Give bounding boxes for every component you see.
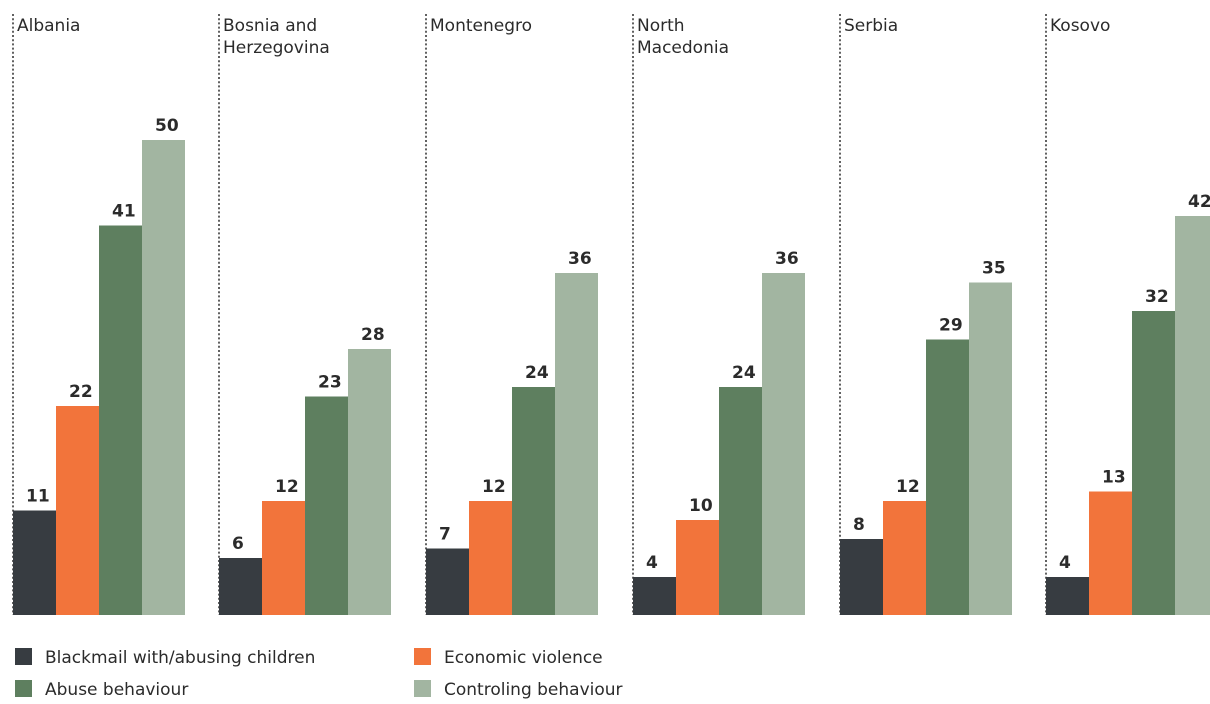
bar — [926, 339, 969, 615]
group-label-line: Montenegro — [430, 16, 532, 36]
data-label: 6 — [232, 534, 244, 554]
bar — [1089, 491, 1132, 615]
legend-label: Abuse behaviour — [45, 680, 188, 700]
bar — [219, 558, 262, 615]
group-label-line: Herzegovina — [223, 38, 330, 58]
bar — [262, 501, 305, 615]
data-label: 13 — [1102, 468, 1126, 488]
group-label: Serbia — [844, 16, 898, 36]
data-label: 11 — [26, 487, 50, 507]
data-label: 12 — [275, 477, 299, 497]
data-label: 4 — [1059, 553, 1071, 573]
data-label: 36 — [568, 249, 592, 269]
legend-label: Blackmail with/abusing children — [45, 648, 315, 668]
bar — [676, 520, 719, 615]
data-label: 8 — [853, 515, 865, 535]
group-north-macedonia: North Macedonia 4 10 24 36 — [632, 14, 805, 615]
bar — [969, 282, 1012, 615]
legend-swatch — [15, 680, 32, 697]
data-label: 50 — [155, 116, 179, 136]
group-label: Bosnia and Herzegovina — [223, 16, 330, 58]
bar — [99, 225, 142, 615]
bar — [305, 396, 348, 615]
group-label-line: Serbia — [844, 16, 898, 36]
group-kosovo: Kosovo 4 13 32 42 — [1045, 14, 1210, 615]
data-label: 10 — [689, 496, 713, 516]
bar — [1046, 577, 1089, 615]
bar — [512, 387, 555, 615]
group-label-line: Albania — [17, 16, 80, 36]
group-label: North Macedonia — [637, 16, 729, 58]
legend-label: Controling behaviour — [444, 680, 623, 700]
data-label: 22 — [69, 382, 93, 402]
group-albania: Albania 11 22 41 50 — [12, 14, 185, 615]
chart-groups: Albania 11 22 41 50 Bosnia and Herzegovina 6 12 2… — [12, 14, 1210, 615]
data-label: 42 — [1188, 192, 1210, 212]
bar — [348, 349, 391, 615]
legend-label: Economic violence — [444, 648, 603, 668]
group-montenegro: Montenegro 7 12 24 36 — [425, 14, 598, 615]
legend-item: Blackmail with/abusing children — [15, 648, 315, 668]
group-label-line: North — [637, 16, 685, 36]
data-label: 12 — [482, 477, 506, 497]
group-label-line: Macedonia — [637, 38, 729, 58]
bar — [762, 273, 805, 615]
data-label: 41 — [112, 202, 136, 222]
data-label: 32 — [1145, 287, 1169, 307]
legend-item: Abuse behaviour — [15, 680, 188, 700]
data-label: 4 — [646, 553, 658, 573]
bar — [56, 406, 99, 615]
bar — [633, 577, 676, 615]
legend-swatch — [414, 648, 431, 665]
data-label: 23 — [318, 373, 342, 393]
bar — [1132, 311, 1175, 615]
bar — [13, 510, 56, 615]
group-bosnia-and-herzegovina: Bosnia and Herzegovina 6 12 23 28 — [218, 14, 391, 615]
data-label: 7 — [439, 525, 451, 545]
bar — [142, 140, 185, 615]
bar — [840, 539, 883, 615]
data-label: 35 — [982, 259, 1006, 279]
legend-item: Economic violence — [414, 648, 603, 668]
legend-swatch — [15, 648, 32, 665]
group-serbia: Serbia 8 12 29 35 — [839, 14, 1012, 615]
group-label: Montenegro — [430, 16, 532, 36]
data-label: 24 — [732, 363, 756, 383]
group-label-line: Kosovo — [1050, 16, 1110, 36]
legend-item: Controling behaviour — [414, 680, 623, 700]
bar — [426, 548, 469, 615]
bar — [555, 273, 598, 615]
bar — [719, 387, 762, 615]
group-label-line: Bosnia and — [223, 16, 317, 36]
legend-swatch — [414, 680, 431, 697]
data-label: 12 — [896, 477, 920, 497]
group-label: Kosovo — [1050, 16, 1110, 36]
data-label: 28 — [361, 325, 385, 345]
data-label: 24 — [525, 363, 549, 383]
bar — [1175, 216, 1210, 615]
data-label: 36 — [775, 249, 799, 269]
bar — [469, 501, 512, 615]
legend: Blackmail with/abusing children Economic … — [15, 648, 623, 700]
data-label: 29 — [939, 316, 963, 336]
bar — [883, 501, 926, 615]
group-label: Albania — [17, 16, 80, 36]
